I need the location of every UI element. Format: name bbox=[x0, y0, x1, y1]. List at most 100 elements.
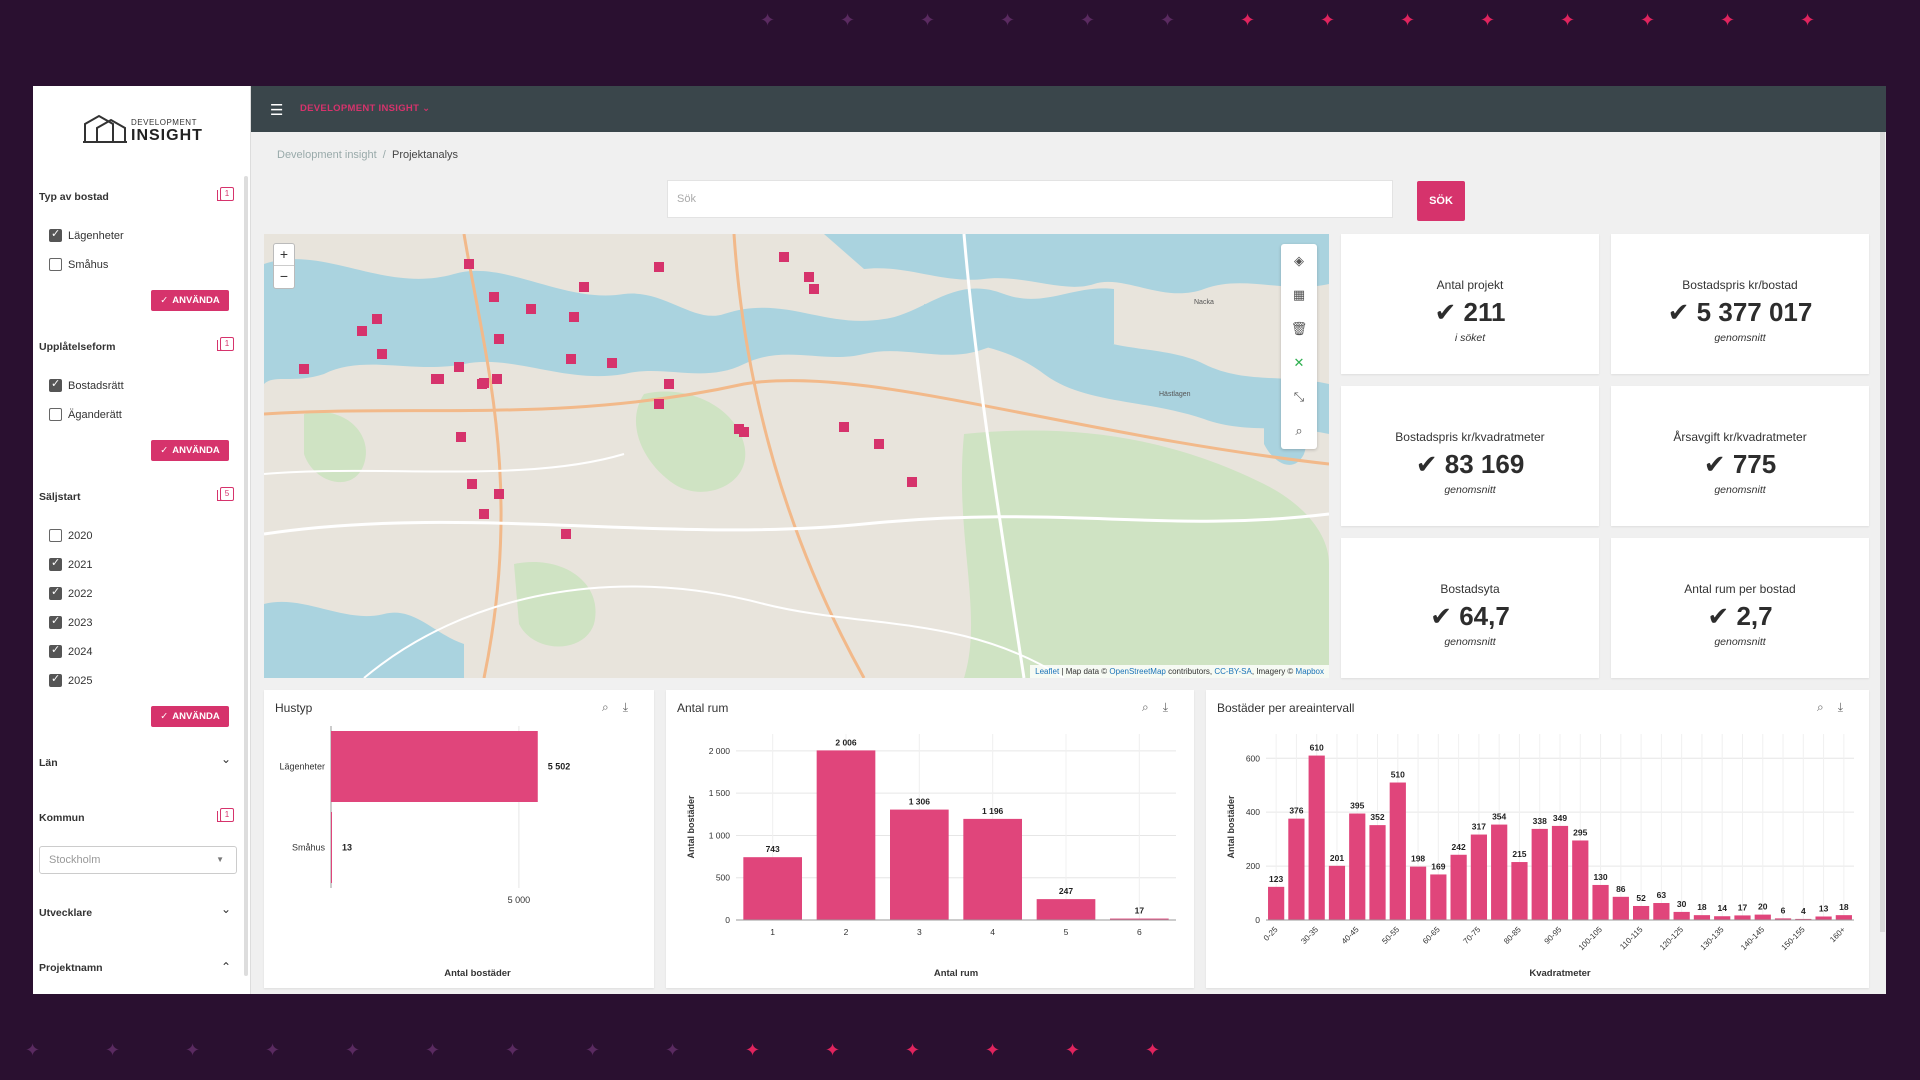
project-marker[interactable] bbox=[739, 427, 749, 437]
bar[interactable] bbox=[1714, 916, 1731, 920]
checkbox-year-2022[interactable]: 2022 bbox=[49, 585, 92, 600]
bar[interactable] bbox=[1349, 813, 1366, 920]
zoom-icon[interactable]: ⌕ bbox=[601, 700, 623, 714]
project-marker[interactable] bbox=[454, 362, 464, 372]
main-scrollbar[interactable] bbox=[1880, 132, 1885, 932]
app-brand-dropdown[interactable]: DEVELOPMENT INSIGHT ⌄ bbox=[300, 103, 430, 114]
project-marker[interactable] bbox=[494, 489, 504, 499]
project-marker[interactable] bbox=[467, 479, 477, 489]
project-marker[interactable] bbox=[456, 432, 466, 442]
project-marker[interactable] bbox=[779, 252, 789, 262]
trash-icon[interactable]: 🗑 bbox=[1290, 321, 1308, 336]
bar[interactable] bbox=[1693, 915, 1711, 920]
checkbox-checked-icon[interactable] bbox=[49, 643, 62, 658]
project-marker[interactable] bbox=[299, 364, 309, 374]
grid-icon[interactable]: ▦ bbox=[1292, 287, 1306, 302]
checkbox-year-2023[interactable]: 2023 bbox=[49, 614, 92, 629]
bar[interactable] bbox=[1551, 825, 1569, 920]
checkbox-checked-icon[interactable] bbox=[49, 377, 62, 392]
bar[interactable] bbox=[331, 812, 332, 883]
bar[interactable] bbox=[1470, 834, 1488, 920]
zoom-icon[interactable]: ⌕ bbox=[1816, 700, 1838, 714]
draw-polygon-icon[interactable]: ✕ bbox=[1293, 355, 1305, 370]
mapbox-link[interactable]: Mapbox bbox=[1295, 667, 1324, 676]
bar[interactable] bbox=[1308, 755, 1325, 920]
map-zoom-control[interactable]: + − bbox=[273, 243, 295, 289]
checkbox-year-2025[interactable]: 2025 bbox=[49, 672, 92, 687]
checkbox-checked-icon[interactable] bbox=[49, 672, 62, 687]
project-marker[interactable] bbox=[569, 312, 579, 322]
bar[interactable] bbox=[890, 809, 949, 920]
fullscreen-icon[interactable]: ⤡ bbox=[1293, 389, 1305, 404]
bar[interactable] bbox=[743, 857, 802, 920]
bar[interactable] bbox=[1531, 828, 1548, 920]
checkbox-year-2024[interactable]: 2024 bbox=[49, 643, 92, 658]
zoom-icon[interactable]: ⌕ bbox=[1141, 700, 1163, 714]
filter-count-badge-icon[interactable]: 1 bbox=[217, 187, 234, 201]
project-marker[interactable] bbox=[489, 292, 499, 302]
bar[interactable] bbox=[1774, 918, 1792, 920]
breadcrumb-root[interactable]: Development insight bbox=[277, 149, 377, 161]
checkbox-lagenheter[interactable]: Lägenheter bbox=[49, 227, 124, 242]
chevron-down-icon[interactable]: ⌄ bbox=[221, 752, 232, 766]
project-marker[interactable] bbox=[566, 354, 576, 364]
apply-button-typ-av-bostad[interactable]: ✓ ANVÄNDA bbox=[151, 290, 229, 311]
checkbox-year-2020[interactable]: 2020 bbox=[49, 529, 92, 542]
bar[interactable] bbox=[1369, 825, 1386, 920]
bar[interactable] bbox=[1511, 862, 1528, 920]
checkbox-unchecked-icon[interactable] bbox=[49, 408, 62, 421]
checkbox-checked-icon[interactable] bbox=[49, 556, 62, 571]
osm-link[interactable]: OpenStreetMap bbox=[1109, 667, 1166, 676]
bar[interactable] bbox=[1835, 915, 1852, 920]
bar[interactable] bbox=[816, 750, 876, 920]
project-marker[interactable] bbox=[664, 379, 674, 389]
project-marker[interactable] bbox=[607, 358, 617, 368]
project-markers[interactable] bbox=[299, 252, 917, 539]
project-marker[interactable] bbox=[654, 399, 664, 409]
project-marker[interactable] bbox=[809, 284, 819, 294]
bar[interactable] bbox=[1036, 899, 1096, 920]
checkbox-year-2021[interactable]: 2021 bbox=[49, 556, 92, 571]
apply-button-upplatelseform[interactable]: ✓ ANVÄNDA bbox=[151, 440, 229, 461]
bar[interactable] bbox=[1450, 854, 1467, 920]
bar[interactable] bbox=[1734, 915, 1751, 920]
project-marker[interactable] bbox=[431, 374, 441, 384]
checkbox-unchecked-icon[interactable] bbox=[49, 258, 62, 271]
download-icon[interactable]: ⤓ bbox=[1837, 700, 1857, 714]
license-link[interactable]: CC-BY-SA bbox=[1214, 667, 1252, 676]
kommun-select[interactable]: Stockholm ▼ bbox=[39, 846, 237, 874]
sidebar-scrollbar[interactable] bbox=[244, 176, 248, 976]
project-marker[interactable] bbox=[464, 259, 474, 269]
project-marker[interactable] bbox=[357, 326, 367, 336]
project-marker[interactable] bbox=[874, 439, 884, 449]
search-button[interactable]: SÖK bbox=[1417, 181, 1465, 221]
bar[interactable] bbox=[331, 731, 538, 802]
chevron-up-icon[interactable]: ⌃ bbox=[221, 960, 232, 974]
bar[interactable] bbox=[1409, 866, 1427, 920]
project-map[interactable]: Nacka Hästlagen + − ◈ ▦ 🗑 ✕ ⤡ ⌕ Leaflet … bbox=[264, 234, 1329, 678]
search-input[interactable]: Sök bbox=[667, 180, 1393, 218]
bar[interactable] bbox=[1389, 782, 1406, 920]
project-marker[interactable] bbox=[654, 262, 664, 272]
zoom-in-button[interactable]: + bbox=[274, 244, 294, 266]
checkbox-smahus[interactable]: Småhus bbox=[49, 258, 108, 271]
section-title-lan[interactable]: Län bbox=[39, 757, 58, 769]
zoom-search-icon[interactable]: ⌕ bbox=[1295, 423, 1303, 438]
layers-icon[interactable]: ◈ bbox=[1294, 253, 1304, 268]
bar[interactable] bbox=[1110, 918, 1169, 920]
bar[interactable] bbox=[1653, 903, 1670, 920]
project-marker[interactable] bbox=[372, 314, 382, 324]
bar[interactable] bbox=[1288, 818, 1305, 920]
bar[interactable] bbox=[1491, 824, 1508, 920]
bar[interactable] bbox=[1268, 886, 1285, 920]
download-icon[interactable]: ⤓ bbox=[1162, 700, 1182, 714]
project-marker[interactable] bbox=[492, 374, 502, 384]
checkbox-checked-icon[interactable] bbox=[49, 614, 62, 629]
project-marker[interactable] bbox=[526, 304, 536, 314]
bar[interactable] bbox=[1795, 918, 1812, 920]
project-marker[interactable] bbox=[907, 477, 917, 487]
project-marker[interactable] bbox=[839, 422, 849, 432]
bar[interactable] bbox=[1430, 874, 1447, 920]
bar[interactable] bbox=[963, 818, 1022, 920]
filter-count-badge-icon[interactable]: 5 bbox=[217, 487, 234, 501]
